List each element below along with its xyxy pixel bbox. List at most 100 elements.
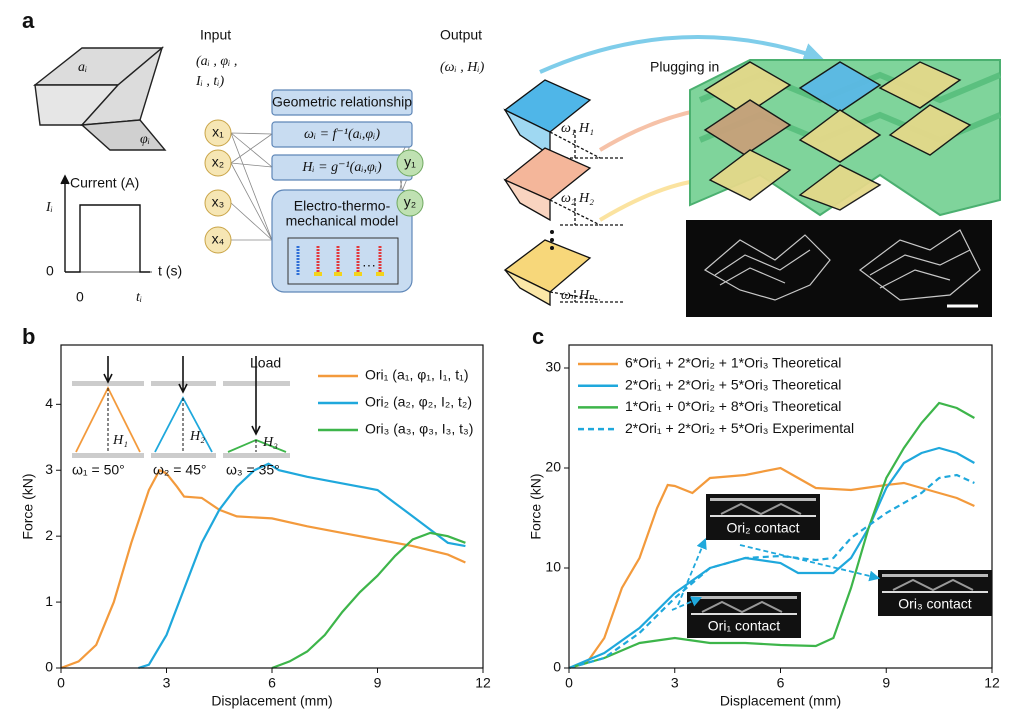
node-label: x₂: [212, 154, 224, 170]
x-tick-label: 9: [882, 675, 890, 691]
annotation: ω₃ = 35°: [226, 462, 280, 478]
origami-strip: [32, 45, 167, 151]
load-inset: Load H₁ H₂ H₃ ω₁ = 50° ω₂ = 45° ω₃ = 35°: [72, 355, 290, 478]
output-node: [396, 149, 424, 177]
x-tick-label: 6: [777, 675, 785, 691]
load-arrow: [103, 356, 113, 384]
annotation: Ori₂ contact: [726, 520, 799, 536]
legend-label: Ori₃ (a₃, φ₃, I₃, t₃): [365, 421, 473, 437]
x-tick-label: 12: [475, 675, 491, 691]
node-label: x₁: [212, 124, 224, 140]
params: Iᵢ , tᵢ): [195, 74, 224, 89]
heading: Input: [200, 27, 231, 43]
green-panel: [689, 59, 1002, 217]
legend-label: 2*Ori₁ + 2*Ori₂ + 5*Ori₃ Experimental: [625, 420, 854, 436]
panel-label: a: [22, 8, 35, 33]
unit-label: ω₂: [561, 191, 576, 206]
unit-label: Hₙ: [578, 288, 595, 303]
series-line: [60, 468, 466, 670]
x-tick-label: 6: [268, 675, 276, 691]
nodes: x₁ x₂ x₃ x₄ y₁ y₂: [204, 119, 424, 254]
inset-plate: [882, 574, 988, 577]
y-axis-label: Force (kN): [528, 473, 544, 539]
series-line: [138, 462, 466, 670]
params: (aᵢ , φᵢ ,: [196, 54, 237, 69]
shape-label: aᵢ: [78, 60, 87, 75]
annotation: ω₁ = 50°: [72, 462, 125, 478]
panel-label: c: [532, 324, 544, 349]
series-line: [568, 466, 975, 670]
series-line: [568, 446, 975, 670]
shape-label: φᵢ: [140, 132, 150, 147]
inset-sample: [701, 600, 783, 614]
annotation: H₃: [262, 435, 278, 450]
y-tick-label: 30: [545, 359, 561, 375]
y-tick-label: 1: [45, 593, 53, 609]
heading: Output: [440, 27, 482, 43]
legend-label: Ori₁ (a₁, φ₁, I₁, t₁): [365, 367, 468, 383]
box-label: ···: [362, 257, 376, 273]
input-node: [204, 149, 232, 177]
legend-label: 6*Ori₁ + 2*Ori₂ + 1*Ori₃ Theoretical: [625, 355, 841, 371]
axis-label: Current (A): [70, 175, 139, 191]
legend-label: 2*Ori₁ + 2*Ori₂ + 5*Ori₃ Theoretical: [625, 376, 841, 392]
plot-frame: [60, 344, 484, 669]
annotation: Ori₁ contact: [708, 618, 781, 634]
unit-label: H₂: [578, 191, 594, 206]
box-label: mechanical model: [286, 213, 399, 229]
input-node: [204, 226, 232, 254]
photo-content: [703, 229, 981, 308]
plate: [223, 453, 290, 458]
x-tick-label: 12: [984, 675, 1000, 691]
annotation: Ori₃ contact: [898, 596, 972, 612]
node-label: y₁: [404, 154, 416, 170]
box-label: Geometric relationship: [272, 94, 412, 110]
y-tick-label: 3: [45, 461, 53, 477]
pointer-arrow: [671, 596, 702, 611]
x-tick-label: 3: [671, 675, 679, 691]
photo: [686, 220, 992, 317]
y-axis-label: Force (kN): [20, 473, 36, 539]
box-label: ωᵢ = f⁻¹(aᵢ,φᵢ): [304, 127, 380, 142]
inset-plate: [882, 591, 988, 593]
annotation: H₂: [189, 429, 205, 444]
inset-plate: [710, 515, 816, 517]
origami-units: [503, 79, 625, 307]
inset-plate: [691, 596, 797, 599]
contact-insets: Ori₂ contact Ori₁ contact Ori₃ contact: [671, 494, 992, 638]
box-label: Electro-thermo-: [294, 198, 391, 214]
inset-plate: [691, 613, 797, 615]
y-tick-label: 0: [45, 659, 53, 675]
output-node: [396, 189, 424, 217]
x-tick-label: 0: [57, 675, 65, 691]
inset-sample: [892, 578, 974, 592]
panel-label: b: [22, 324, 35, 349]
x-axis-label: Displacement (mm): [211, 693, 332, 709]
y-tick-label: 10: [545, 559, 561, 575]
tick-label: 0: [46, 263, 54, 279]
plugging-label: Plugging in: [650, 59, 719, 75]
unit-label: H₁: [578, 121, 594, 136]
y-tick-label: 4: [45, 395, 53, 411]
input-node: [204, 189, 232, 217]
tick-label: 0: [76, 289, 84, 305]
series-line: [271, 531, 466, 670]
boxes: [271, 89, 413, 293]
plate: [72, 453, 144, 458]
y-tick-label: 2: [45, 527, 53, 543]
series-line: [568, 473, 975, 670]
pointer-arrow: [677, 538, 707, 606]
plate: [151, 453, 216, 458]
node-label: x₃: [212, 194, 225, 210]
annotation: Load: [250, 355, 281, 371]
load-arrow: [251, 356, 261, 436]
inset-sample: [720, 502, 802, 516]
load-arrow: [178, 356, 188, 394]
y-tick-label: 0: [553, 659, 561, 675]
legend-label: Ori₂ (a₂, φ₂, I₂, t₂): [365, 394, 472, 410]
series-line: [568, 401, 975, 670]
annotation: ω₂ = 45°: [153, 462, 207, 478]
annotation: H₁: [112, 433, 128, 448]
